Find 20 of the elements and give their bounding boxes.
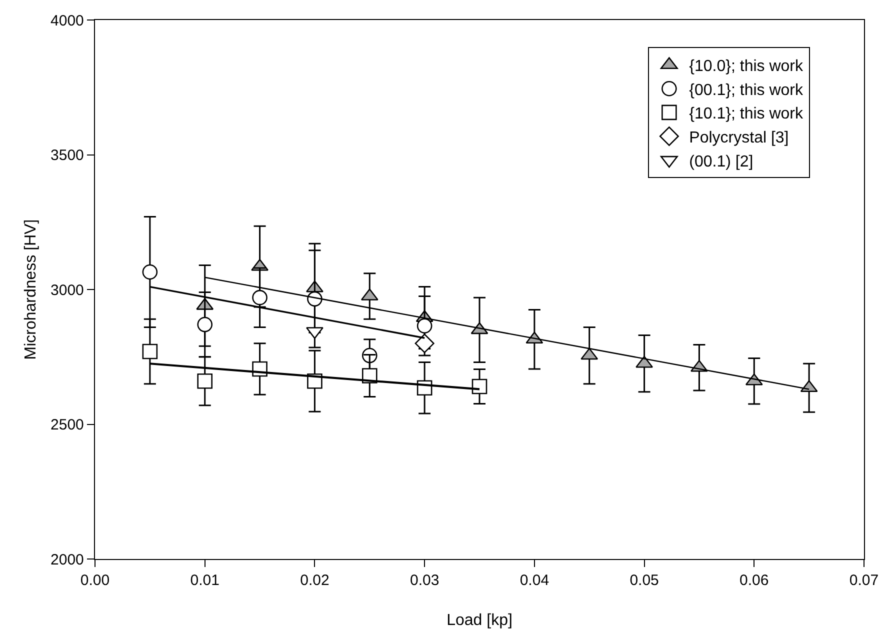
x-tick-label: 0.07 (849, 572, 879, 590)
y-tick-label: 3000 (50, 282, 84, 299)
legend-label: {10.1}; this work (689, 106, 804, 123)
y-axis-title: Microhardness [HV] (22, 219, 40, 360)
legend-label: {10.0}; this work (689, 58, 804, 76)
y-tick-label: 4000 (50, 12, 84, 30)
y-tick-label: 2500 (50, 416, 84, 434)
y-tick-label: 2000 (50, 551, 84, 568)
legend-label: {00.1}; this work (689, 82, 804, 99)
x-tick-label: 0.01 (190, 572, 220, 590)
legend-label: (00.1) [2] (689, 153, 754, 170)
x-tick-label: 0.06 (740, 572, 769, 590)
x-tick-label: 0.02 (300, 572, 330, 590)
x-tick-label: 0.03 (410, 572, 440, 590)
y-tick-label: 3500 (50, 147, 84, 164)
x-tick-label: 0.04 (520, 572, 550, 590)
x-axis-title: Load [kp] (446, 612, 512, 629)
x-tick-label: 0.00 (80, 572, 110, 590)
x-tick-label: 0.05 (630, 572, 659, 590)
legend-label: Polycrystal [3] (689, 129, 789, 146)
